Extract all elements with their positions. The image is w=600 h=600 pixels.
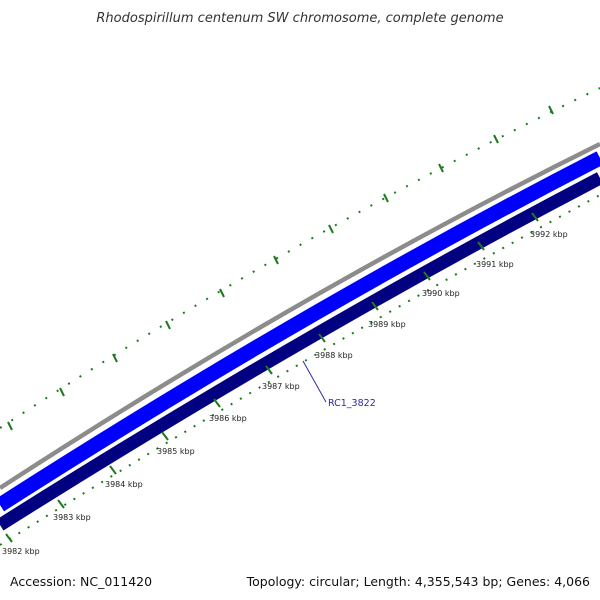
major-tick [423, 271, 431, 281]
major-tick [213, 398, 221, 408]
tick-label-3992: 3992 kbp [530, 230, 568, 239]
major-tick [112, 353, 118, 363]
tick-label-3991: 3991 kbp [476, 260, 514, 269]
tick-label-3989: 3989 kbp [368, 320, 406, 329]
major-tick [265, 365, 273, 375]
major-tick [5, 533, 13, 543]
forward-strand-ring [0, 151, 600, 512]
outer-major-ticks [7, 105, 554, 431]
tick-label-3985: 3985 kbp [157, 447, 195, 456]
gene-annotation[interactable]: RC1_3822 [302, 360, 376, 409]
major-tick [165, 320, 171, 330]
gene-leader-line [302, 360, 327, 403]
tick-label-3983: 3983 kbp [53, 513, 91, 522]
tick-label-3986: 3986 kbp [209, 414, 247, 423]
inner-tick-ring [0, 194, 600, 546]
major-tick [548, 105, 554, 115]
tick-label-3988: 3988 kbp [315, 351, 353, 360]
major-tick [371, 301, 379, 311]
genome-summary-text: Topology: circular; Length: 4,355,543 bp… [246, 574, 590, 589]
genome-track [0, 87, 600, 546]
major-tick [318, 333, 326, 343]
major-tick [477, 241, 485, 251]
major-tick [438, 163, 444, 173]
major-ticks [5, 212, 539, 543]
tick-label-3982: 3982 kbp [2, 547, 40, 556]
major-tick [109, 465, 117, 475]
map-title: Rhodospirillum centenum SW chromosome, c… [96, 11, 503, 26]
outer-tick-ring [0, 87, 600, 429]
major-tick [493, 134, 499, 144]
gene-label-rc1-3822[interactable]: RC1_3822 [328, 398, 376, 409]
tick-label-3984: 3984 kbp [105, 480, 143, 489]
tick-label-3990: 3990 kbp [422, 289, 460, 298]
reverse-strand-ring [0, 172, 600, 531]
major-tick [161, 431, 169, 441]
major-tick [273, 255, 279, 265]
major-tick [383, 193, 389, 203]
major-tick [57, 499, 65, 509]
major-tick [219, 288, 225, 298]
major-tick [531, 212, 539, 222]
major-tick [7, 421, 13, 431]
backbone-ring [0, 141, 600, 490]
tick-labels: 3982 kbp 3983 kbp 3984 kbp 3985 kbp 3986… [2, 230, 568, 556]
major-tick [328, 224, 334, 234]
accession-text: Accession: NC_011420 [10, 574, 152, 589]
major-tick [59, 387, 65, 397]
tick-label-3987: 3987 kbp [262, 382, 300, 391]
